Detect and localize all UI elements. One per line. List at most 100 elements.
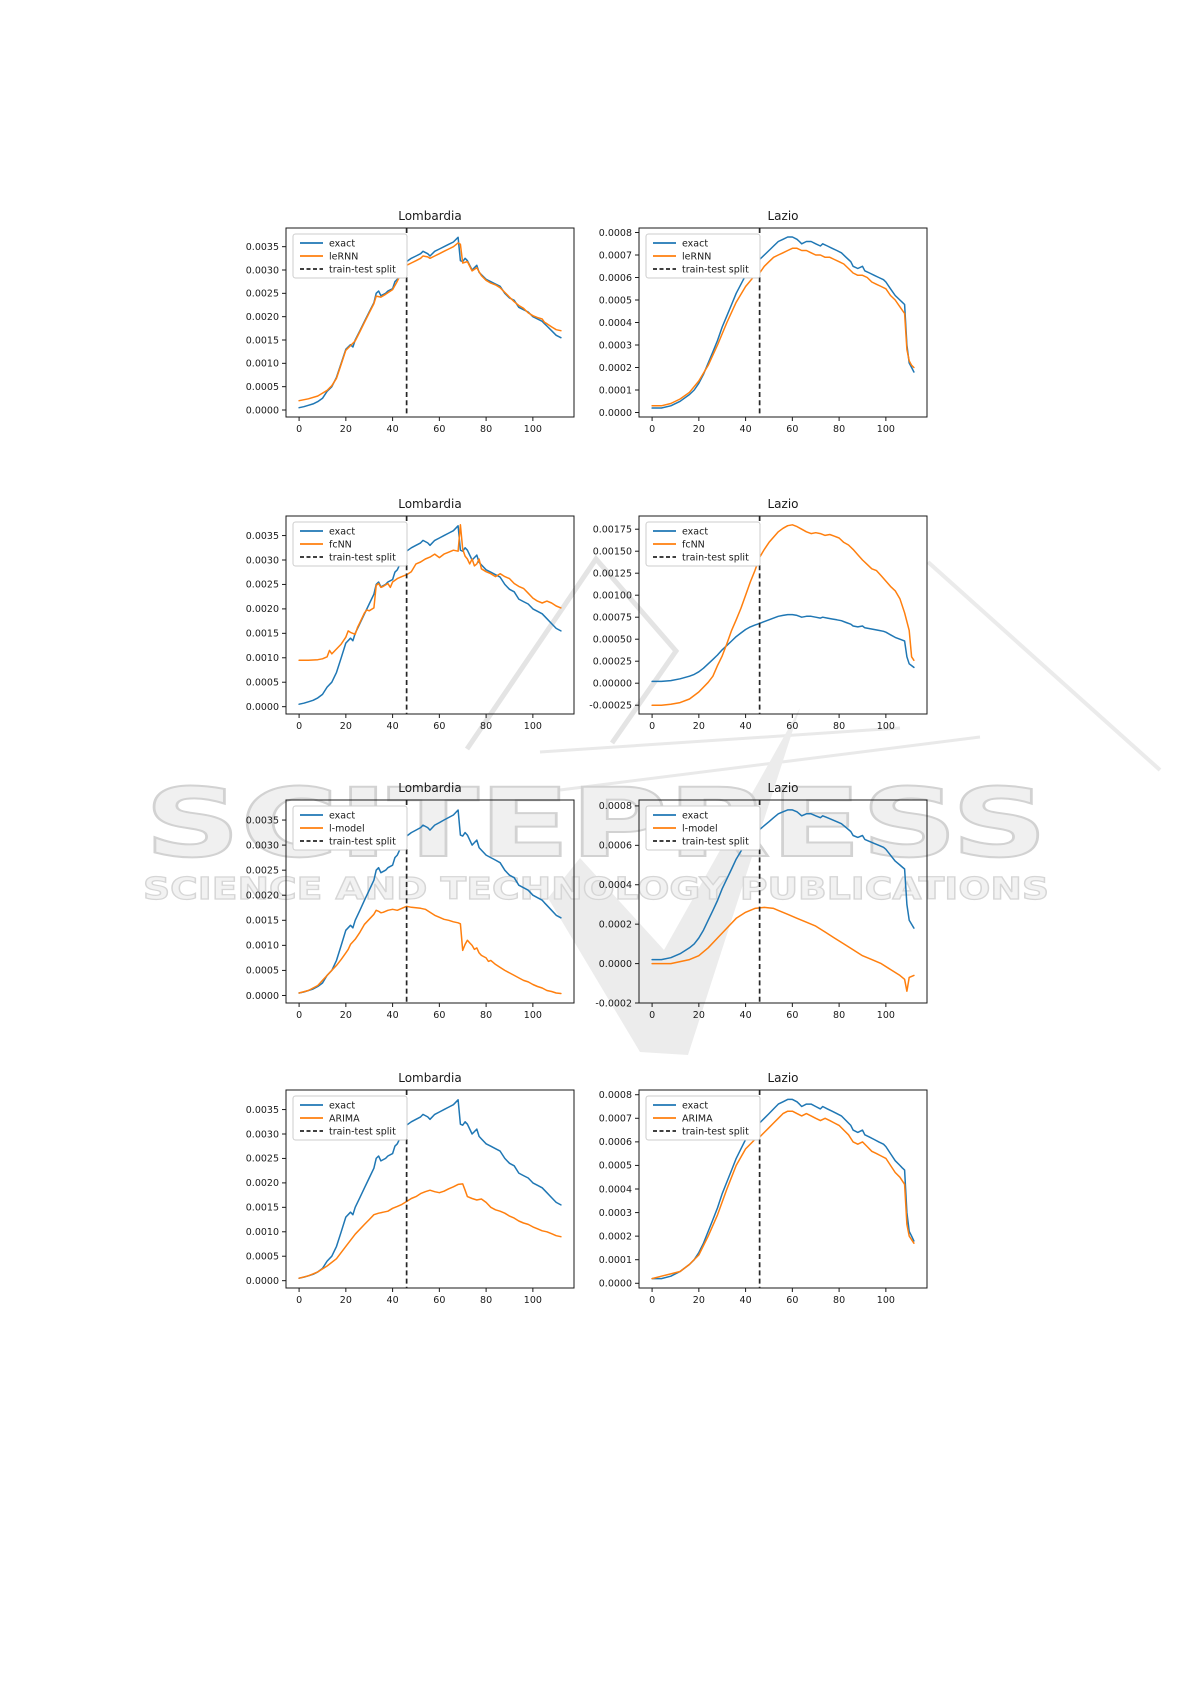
y-tick-label: 0.0006 [599,1137,632,1148]
y-tick-label: 0.0008 [599,228,632,239]
x-tick-label: 40 [387,721,399,732]
x-tick-label: 100 [524,721,542,732]
chart-lombardia-fcnn: 0.0000 0.0005 0.0010 0.0015 0.0020 0.0025 0.00… [200,490,590,750]
chart-lombardia-lernn: 0.0000 0.0005 0.0010 0.0015 0.0020 0.0025 0.00… [200,202,590,453]
x-tick-label: 40 [740,1010,752,1021]
legend-label: l-model [682,823,718,834]
y-tick-label: 0.0020 [246,312,279,323]
y-tick-label: 0.0005 [599,295,632,306]
y-tick-label: 0.00025 [593,657,632,668]
legend-label: exact [682,810,708,821]
watermark-scitepress-text: SCITEPRESS [145,769,1048,879]
plot-svg: -0.00025 0.00000 0.00025 0.00050 0.00075 0.00… [589,497,928,732]
y-tick-label: 0.0000 [246,702,279,713]
x-tick-label: 100 [877,424,895,435]
plot-frame [285,227,575,418]
y-tick-label: 0.0002 [599,363,632,374]
x-tick-label: 80 [480,424,492,435]
y-tick-label: 0.0010 [246,653,279,664]
watermark-check-ribbon [548,708,800,1055]
y-tick-label: 0.0000 [246,1276,279,1287]
y-tick-label: 0.0015 [246,916,279,927]
x-tick-label: 80 [833,1295,845,1306]
legend: exact leRNN train-test split [645,233,761,279]
x-tick-label: 20 [693,1010,705,1021]
series-line-leRNN [298,242,562,402]
watermark-subtitle-text: SCIENCE AND TECHNOLOGY PUBLICATIONS [143,872,1049,907]
x-tick-label: 100 [524,1010,542,1021]
x-tick-label: 100 [524,424,542,435]
series-line-l-model [651,906,915,992]
legend-label: leRNN [329,251,358,262]
series-line-l-model [298,905,562,995]
x-tick-label: 60 [433,721,445,732]
x-tick-label: 40 [740,424,752,435]
y-tick-label: -0.00025 [589,701,632,712]
series-line-leRNN [651,247,915,407]
y-tick-label: 0.0005 [246,966,279,977]
y-tick-label: 0.0006 [599,273,632,284]
chart-title: Lazio [767,781,798,795]
series-line-exact [298,809,562,994]
x-tick-label: 20 [340,1295,352,1306]
x-tick-label: 20 [340,721,352,732]
watermark-fold-line [464,554,680,751]
x-tick-label: 100 [877,1295,895,1306]
y-tick-label: 0.0020 [246,891,279,902]
y-tick-label: 0.0000 [246,991,279,1002]
legend-label: exact [682,238,708,249]
y-tick-label: 0.0030 [246,840,279,851]
plot-svg: 0.0000 0.0001 0.0002 0.0003 0.0004 0.0005 0.00… [599,209,928,435]
y-tick-label: 0.0005 [246,678,279,689]
y-tick-label: 0.0015 [246,1203,279,1214]
chart-lazio-fcnn: -0.00025 0.00000 0.00025 0.00050 0.00075 0.00… [553,490,943,750]
legend: exact l-model train-test split [645,805,761,851]
plot-frame [285,1089,575,1289]
y-tick-label: 0.0003 [599,340,632,351]
plot-svg: 0.0000 0.0005 0.0010 0.0015 0.0020 0.0025 0.00… [246,1071,575,1306]
legend: exact ARIMA train-test split [645,1095,761,1141]
chart-title: Lombardia [398,209,462,223]
legend-label: train-test split [682,552,749,563]
x-tick-label: 20 [340,424,352,435]
plot-frame [285,515,575,715]
legend-label: leRNN [682,251,711,262]
y-tick-label: 0.0007 [599,250,632,261]
x-tick-label: 20 [693,721,705,732]
y-tick-label: 0.00000 [593,679,632,690]
y-tick-label: 0.0020 [246,604,279,615]
series-line-exact [298,1099,562,1279]
y-tick-label: 0.0025 [246,865,279,876]
watermark-logo-swoosh [464,554,1162,1055]
plot-svg: 0.0000 0.0005 0.0010 0.0015 0.0020 0.0025 0.00… [246,781,575,1021]
legend: exact fcNN train-test split [292,521,408,567]
legend-label: fcNN [682,539,705,550]
legend-label: exact [682,526,708,537]
y-tick-label: 0.0020 [246,1178,279,1189]
legend-label: exact [329,526,355,537]
y-tick-label: 0.0003 [599,1208,632,1219]
chart-title: Lombardia [398,1071,462,1085]
series-line-fcNN [298,524,562,661]
y-tick-label: 0.0030 [246,265,279,276]
chart-title: Lombardia [398,497,462,511]
y-tick-label: 0.0002 [599,919,632,930]
x-tick-label: 60 [786,1295,798,1306]
legend-label: ARIMA [329,1113,360,1124]
y-tick-label: 0.00150 [593,547,632,558]
legend-label: train-test split [329,1126,396,1137]
x-tick-label: 0 [296,1010,302,1021]
chart-lazio-arima: 0.0000 0.0001 0.0002 0.0003 0.0004 0.0005 0.00… [553,1064,943,1324]
x-tick-label: 60 [786,1010,798,1021]
y-tick-label: 0.0007 [599,1114,632,1125]
x-tick-label: 60 [786,721,798,732]
y-tick-label: 0.0000 [599,408,632,419]
series-line-exact [651,236,915,409]
x-tick-label: 60 [433,1010,445,1021]
x-tick-label: 40 [387,1295,399,1306]
legend-label: train-test split [329,836,396,847]
x-tick-label: 80 [833,721,845,732]
x-tick-label: 0 [296,721,302,732]
x-tick-label: 40 [387,1010,399,1021]
